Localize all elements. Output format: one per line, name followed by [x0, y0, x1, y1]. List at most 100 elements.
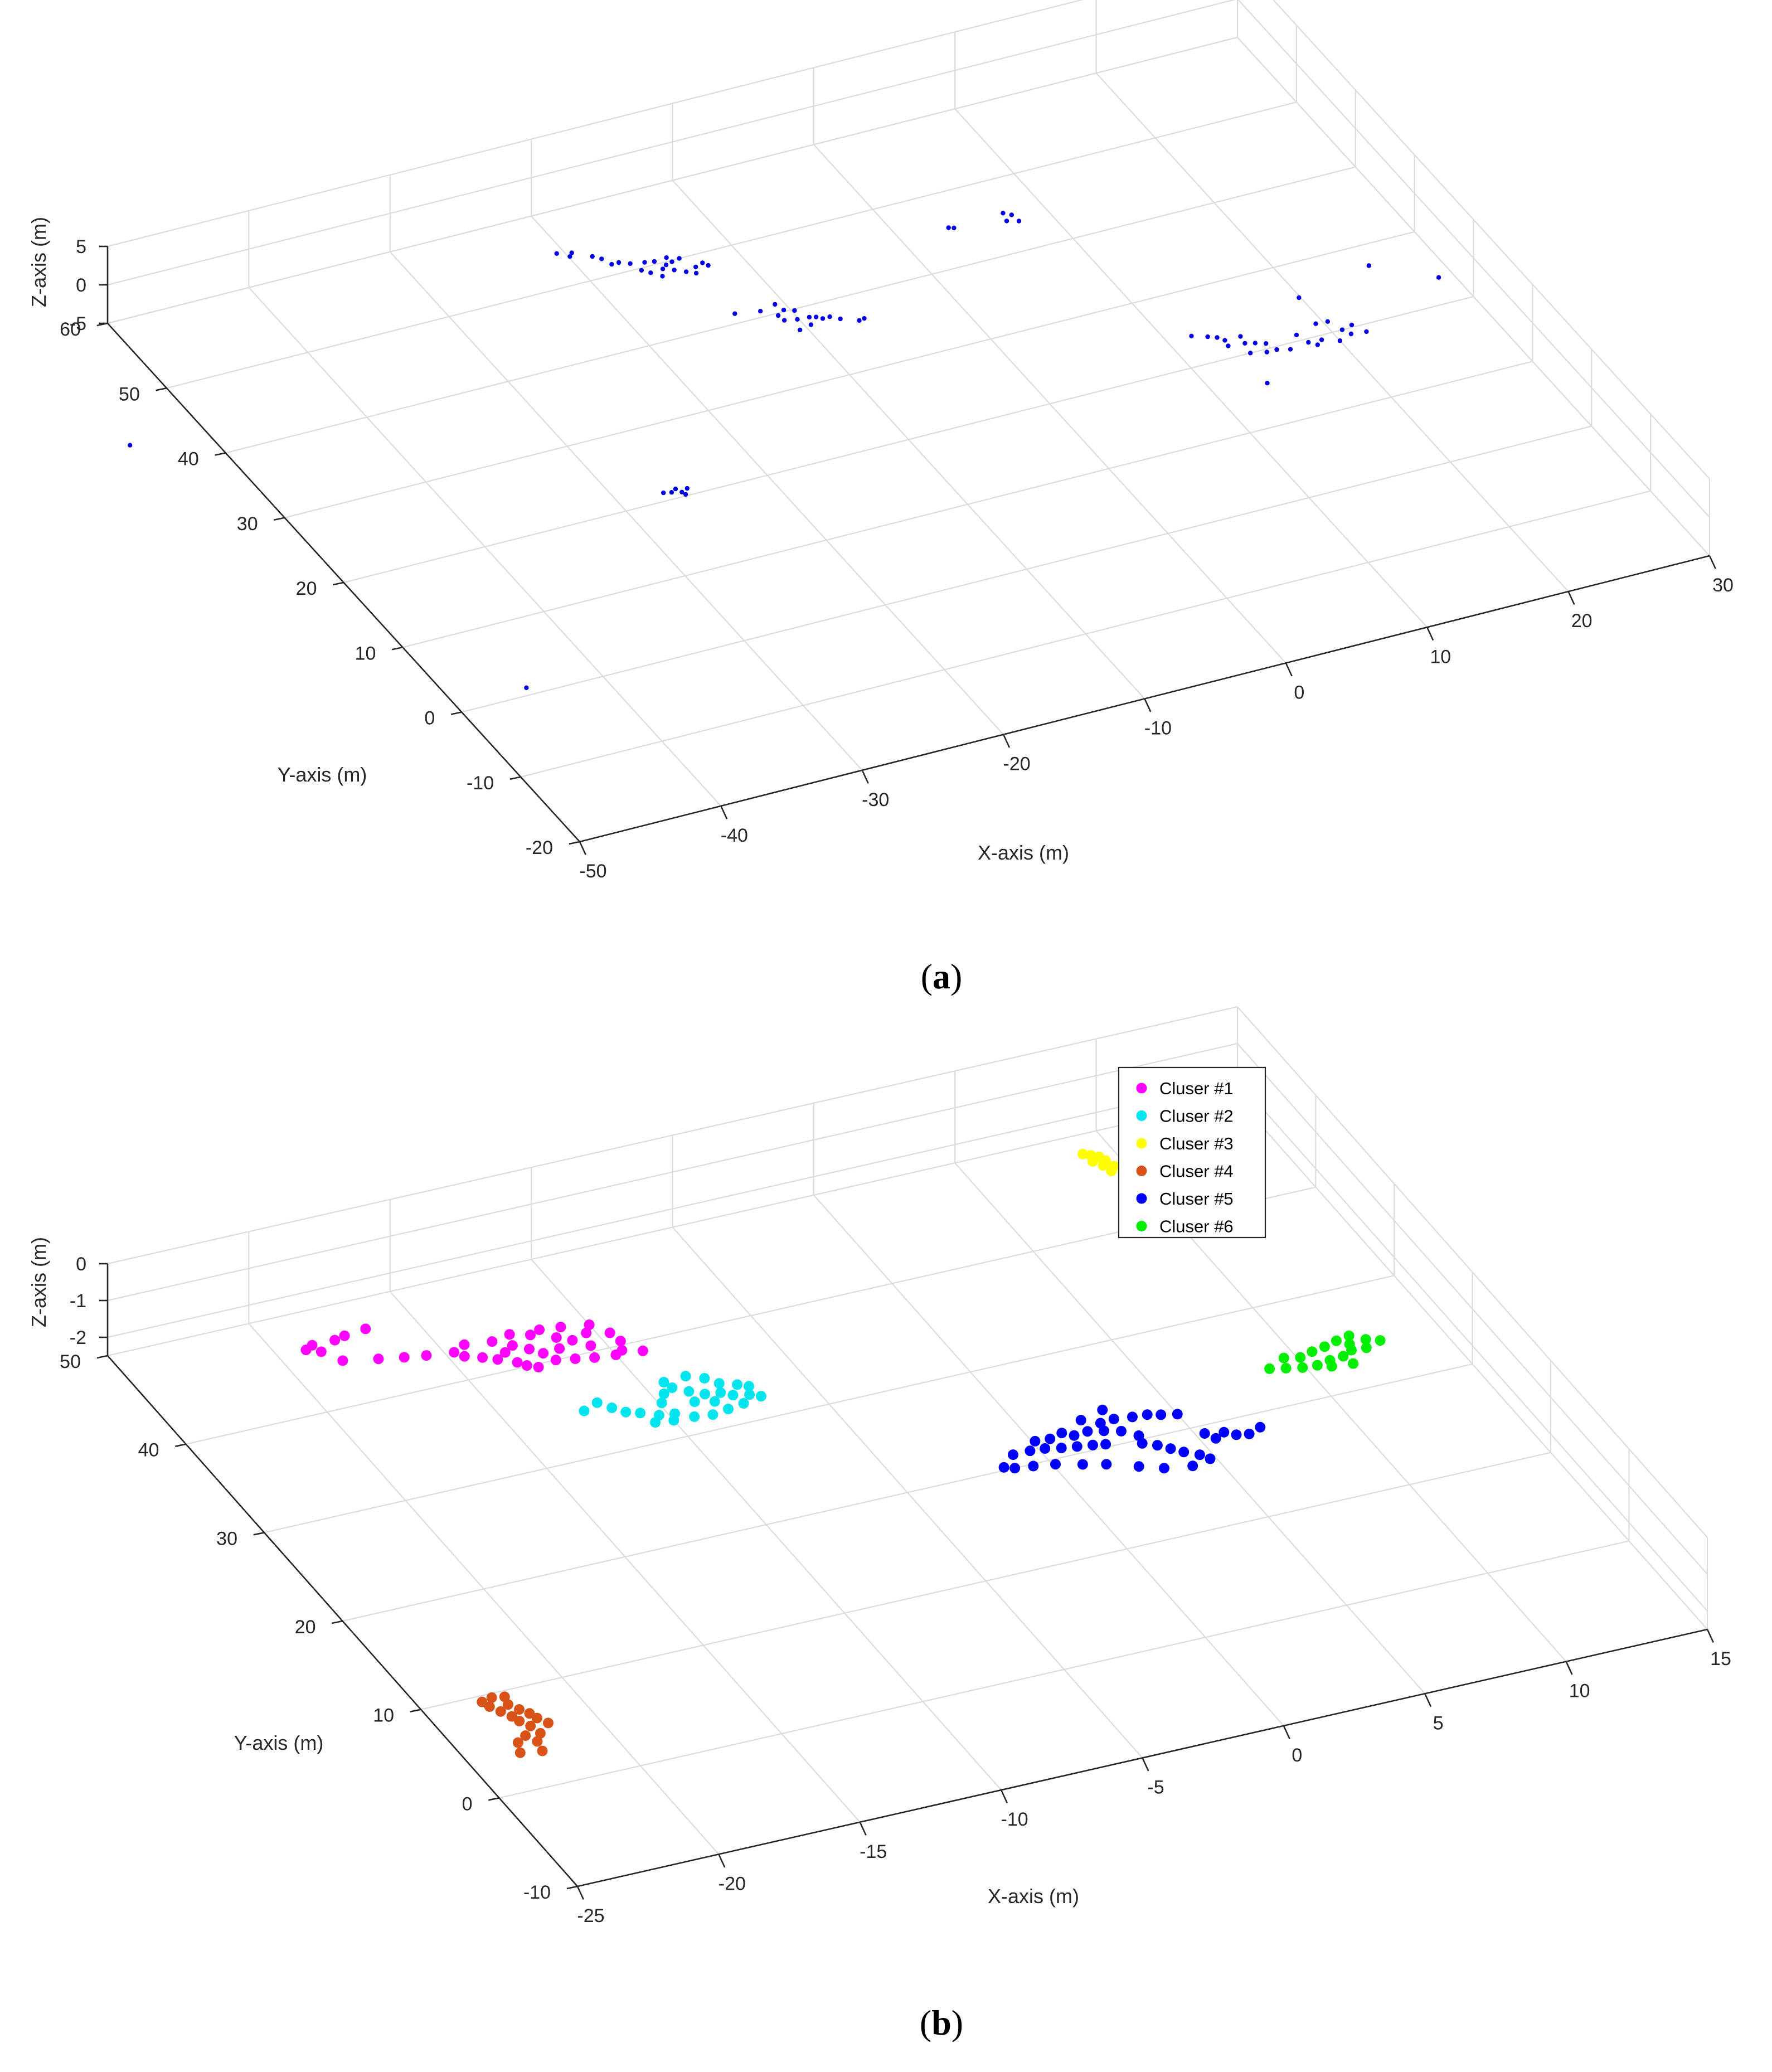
data-point [1030, 1435, 1041, 1447]
x-tick-label: -50 [579, 861, 606, 882]
legend-entry: Cluser #4 [1159, 1162, 1234, 1181]
data-point [773, 302, 778, 307]
y-tick-label: 0 [424, 708, 435, 729]
data-point [820, 316, 826, 321]
y-tick-mark [274, 517, 285, 521]
legend-entry: Cluser #1 [1159, 1079, 1234, 1098]
y-tick-mark [391, 646, 403, 651]
back-wall-line-z [107, 1042, 1238, 1302]
data-point [1056, 1443, 1067, 1453]
z-tick-label: -1 [70, 1290, 86, 1312]
data-point [307, 1340, 318, 1351]
data-point [744, 1389, 755, 1400]
panel-b-legend: Cluser #1 Cluser #2 Cluser #3 Cluser #4 Clus… [1118, 1066, 1266, 1239]
data-point [1366, 263, 1371, 268]
data-point [663, 263, 669, 268]
data-point [827, 314, 832, 319]
data-point [652, 259, 657, 264]
data-point [857, 318, 862, 323]
data-point [1319, 337, 1324, 342]
x-tick-label: 0 [1292, 1745, 1302, 1766]
x-tick-mark [1708, 555, 1716, 569]
data-point [1004, 219, 1009, 224]
data-point [551, 1332, 562, 1343]
series-5 [998, 1404, 1266, 1474]
data-point [585, 1340, 596, 1351]
data-point [713, 1378, 725, 1389]
data-point [538, 1348, 549, 1359]
legend-box [1118, 1066, 1266, 1239]
data-point [755, 1391, 766, 1402]
grid-line-y [342, 1363, 1473, 1622]
grid-line-y [166, 101, 1297, 389]
data-point [689, 1396, 700, 1408]
grid-line-y [520, 490, 1651, 778]
data-point [1082, 1426, 1093, 1437]
data-point [1375, 1335, 1386, 1346]
x-tick-label: 0 [1294, 682, 1304, 703]
data-point [1194, 1449, 1205, 1460]
data-point [1338, 1351, 1349, 1362]
data-point [951, 225, 957, 231]
data-point [628, 261, 633, 266]
side-wall-line-z [1273, 0, 1710, 479]
data-point [693, 264, 698, 270]
data-point [532, 1736, 543, 1747]
panel-b-axes [96, 1263, 1714, 1900]
data-point [535, 1728, 546, 1739]
x-tick-label: -25 [577, 1905, 604, 1927]
legend-entry: Cluser #5 [1159, 1189, 1234, 1209]
data-point [1297, 295, 1302, 300]
x-tick-label: 5 [1433, 1712, 1444, 1734]
data-point [537, 1745, 548, 1756]
x-tick-mark [1002, 734, 1011, 748]
data-point [1106, 1166, 1117, 1177]
data-point [1252, 341, 1258, 346]
data-point [792, 308, 797, 313]
data-point [514, 1704, 525, 1715]
data-point [758, 309, 763, 314]
data-point [449, 1347, 460, 1358]
data-point [492, 1354, 503, 1365]
data-point [1108, 1414, 1119, 1425]
data-point [1326, 1361, 1337, 1372]
data-point [1077, 1148, 1089, 1159]
y-tick-label: -10 [523, 1882, 551, 1903]
data-point [669, 490, 674, 495]
data-point [512, 1357, 523, 1368]
grid-line-y [420, 1452, 1551, 1710]
grid-line-y [225, 166, 1356, 454]
x-tick-label: -10 [1144, 718, 1172, 739]
data-point [1238, 334, 1243, 339]
data-point [680, 1371, 691, 1382]
data-point [589, 1352, 600, 1363]
data-point [1087, 1156, 1098, 1167]
data-point [813, 314, 819, 319]
data-point [599, 256, 604, 261]
data-point [1101, 1459, 1112, 1470]
data-point [1218, 1426, 1230, 1438]
panel-b-letter: b [931, 2003, 951, 2042]
y-tick-label: -10 [467, 773, 494, 794]
data-point [1331, 1335, 1342, 1346]
data-point [1348, 331, 1354, 337]
data-point [658, 1388, 669, 1399]
y-tick-label: 50 [60, 1351, 81, 1372]
back-wall-line-z [107, 36, 1238, 324]
data-point [1348, 1358, 1359, 1369]
legend-marker [1136, 1193, 1147, 1204]
y-tick-mark [509, 776, 521, 780]
y-tick-mark [488, 1797, 499, 1801]
data-point [579, 1405, 590, 1416]
panel-b-plot: -25-20-15-10-5051015-1001020304050-2-10 … [27, 1006, 1731, 1927]
data-point [532, 1712, 542, 1724]
data-point [514, 1747, 526, 1758]
data-point [672, 268, 677, 273]
data-point [1288, 347, 1293, 352]
data-point [668, 1415, 679, 1426]
data-point [1133, 1461, 1144, 1472]
data-point [677, 256, 682, 261]
data-point [1088, 1439, 1098, 1450]
data-point [664, 255, 669, 260]
x-tick-label: 30 [1712, 575, 1734, 596]
